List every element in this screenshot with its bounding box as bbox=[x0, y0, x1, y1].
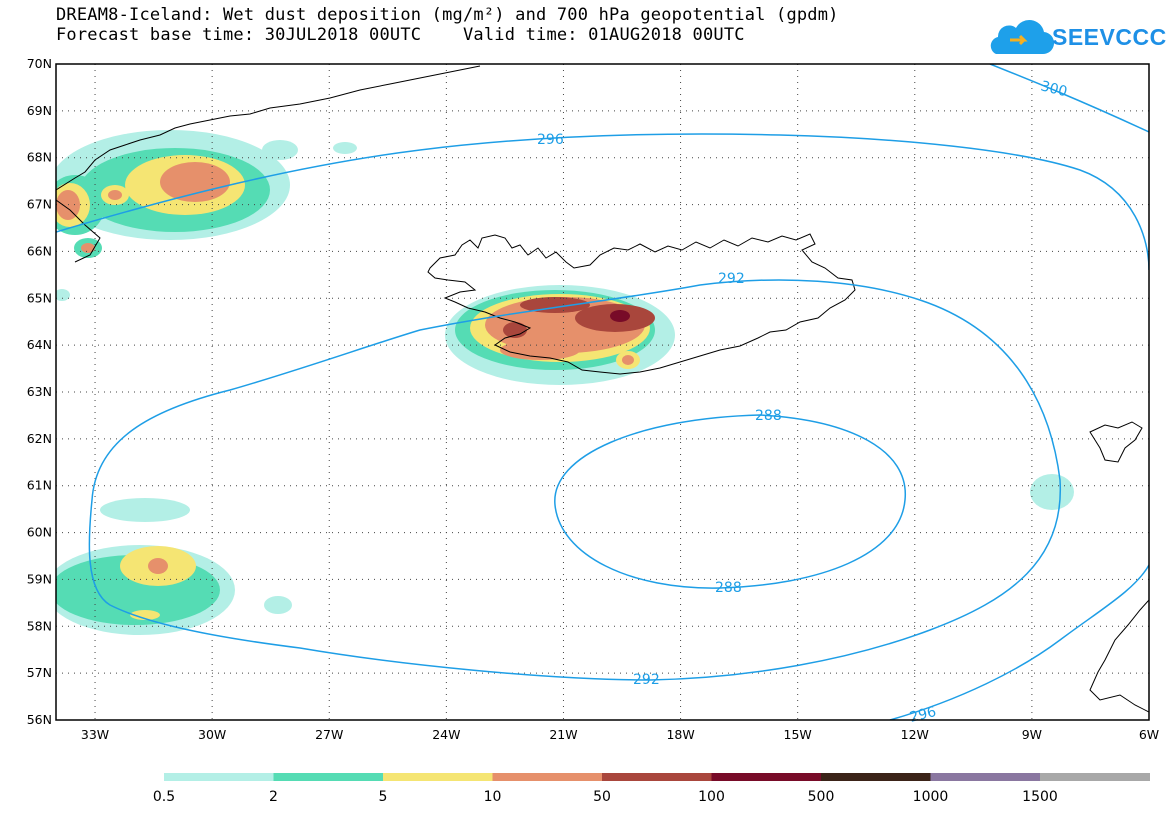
contour-label-300: 300 bbox=[1039, 78, 1069, 100]
coastlines bbox=[56, 65, 1149, 713]
shaded-deposition-layer bbox=[56, 130, 1074, 635]
lat-tick-label: 67N bbox=[27, 197, 52, 212]
contour-label-292-south: 292 bbox=[633, 672, 660, 688]
lat-tick-label: 59N bbox=[27, 571, 52, 586]
contour-296-south bbox=[889, 564, 1149, 720]
legend-swatch bbox=[930, 773, 1041, 781]
logo-text: SEEVCCC bbox=[1052, 24, 1167, 50]
contour-label-296: 296 bbox=[537, 132, 564, 148]
graticule bbox=[56, 64, 1149, 720]
legend-swatch bbox=[821, 773, 931, 781]
lon-tick-label: 6W bbox=[1139, 727, 1159, 742]
lat-tick-label: 65N bbox=[27, 290, 52, 305]
lon-tick-label: 12W bbox=[901, 727, 929, 742]
lon-tick-label: 27W bbox=[315, 727, 343, 742]
dust-deposition-map: 300 296 296 292 292 288 288 70N 69N 68N 67N… bbox=[27, 56, 1159, 742]
legend-label: 50 bbox=[593, 789, 611, 805]
legend-label: 10 bbox=[484, 789, 502, 805]
forecast-time-subtitle: Forecast base time: 30JUL2018 00UTC Vali… bbox=[56, 25, 745, 45]
contour-label-288: 288 bbox=[755, 408, 782, 424]
lon-tick-label: 21W bbox=[549, 727, 577, 742]
contour-296-north bbox=[56, 133, 1149, 271]
lon-tick-label: 30W bbox=[198, 727, 226, 742]
legend-swatch bbox=[383, 773, 493, 781]
lon-tick-label: 15W bbox=[784, 727, 812, 742]
legend-label: 2 bbox=[269, 789, 278, 805]
legend-label: 1500 bbox=[1022, 789, 1058, 805]
contour-label-292: 292 bbox=[718, 271, 745, 287]
legend-swatch bbox=[492, 773, 603, 781]
legend-label: 0.5 bbox=[153, 789, 175, 805]
lat-tick-label: 60N bbox=[27, 525, 52, 540]
cloud-arrow-icon bbox=[990, 19, 1055, 55]
legend-swatch bbox=[711, 773, 822, 781]
lat-tick-label: 69N bbox=[27, 103, 52, 118]
geopotential-contours bbox=[56, 64, 1149, 720]
legend-label: 100 bbox=[698, 789, 725, 805]
dust-iceland bbox=[445, 285, 675, 385]
legend-label: 500 bbox=[808, 789, 835, 805]
lon-tick-label: 24W bbox=[432, 727, 460, 742]
lat-tick-label: 66N bbox=[27, 243, 52, 258]
legend-swatch bbox=[1040, 773, 1150, 781]
lat-tick-label: 63N bbox=[27, 384, 52, 399]
contour-label-296-south: 296 bbox=[908, 704, 938, 726]
lon-tick-label: 9W bbox=[1022, 727, 1042, 742]
coastline-faroe bbox=[1089, 421, 1143, 463]
lat-tick-label: 61N bbox=[27, 478, 52, 493]
lat-tick-label: 70N bbox=[27, 56, 52, 71]
lat-tick-label: 68N bbox=[27, 150, 52, 165]
map-title: DREAM8-Iceland: Wet dust deposition (mg/… bbox=[56, 5, 839, 25]
contour-300 bbox=[989, 64, 1149, 133]
coastline-norway bbox=[1089, 599, 1149, 713]
lon-tick-label: 33W bbox=[81, 727, 109, 742]
legend-label: 1000 bbox=[913, 789, 949, 805]
dust-greenland bbox=[56, 130, 357, 301]
legend-label: 5 bbox=[379, 789, 388, 805]
latitude-tick-labels: 70N 69N 68N 67N 66N 65N 64N 63N 62N 61N 60N 59N 58N 5… bbox=[27, 56, 52, 727]
lat-tick-label: 56N bbox=[27, 712, 52, 727]
contour-288 bbox=[554, 414, 906, 589]
legend-swatch bbox=[273, 773, 384, 781]
contour-label-288-south: 288 bbox=[715, 580, 742, 596]
contour-292 bbox=[88, 279, 1061, 681]
lat-tick-label: 57N bbox=[27, 665, 52, 680]
lon-tick-label: 18W bbox=[666, 727, 694, 742]
contour-labels: 300 296 296 292 292 288 288 bbox=[537, 78, 1069, 726]
coastline-greenland bbox=[56, 65, 481, 263]
lat-tick-label: 64N bbox=[27, 337, 52, 352]
dust-east bbox=[1030, 474, 1074, 510]
legend-swatch bbox=[164, 773, 274, 781]
coastline-iceland bbox=[427, 233, 856, 375]
lat-tick-label: 58N bbox=[27, 618, 52, 633]
legend-swatch bbox=[602, 773, 712, 781]
map-frame bbox=[55, 63, 1150, 721]
dust-southwest bbox=[56, 498, 292, 635]
longitude-tick-labels: 33W 30W 27W 24W 21W 18W 15W 12W 9W 6W bbox=[81, 727, 1159, 742]
lat-tick-label: 62N bbox=[27, 431, 52, 446]
